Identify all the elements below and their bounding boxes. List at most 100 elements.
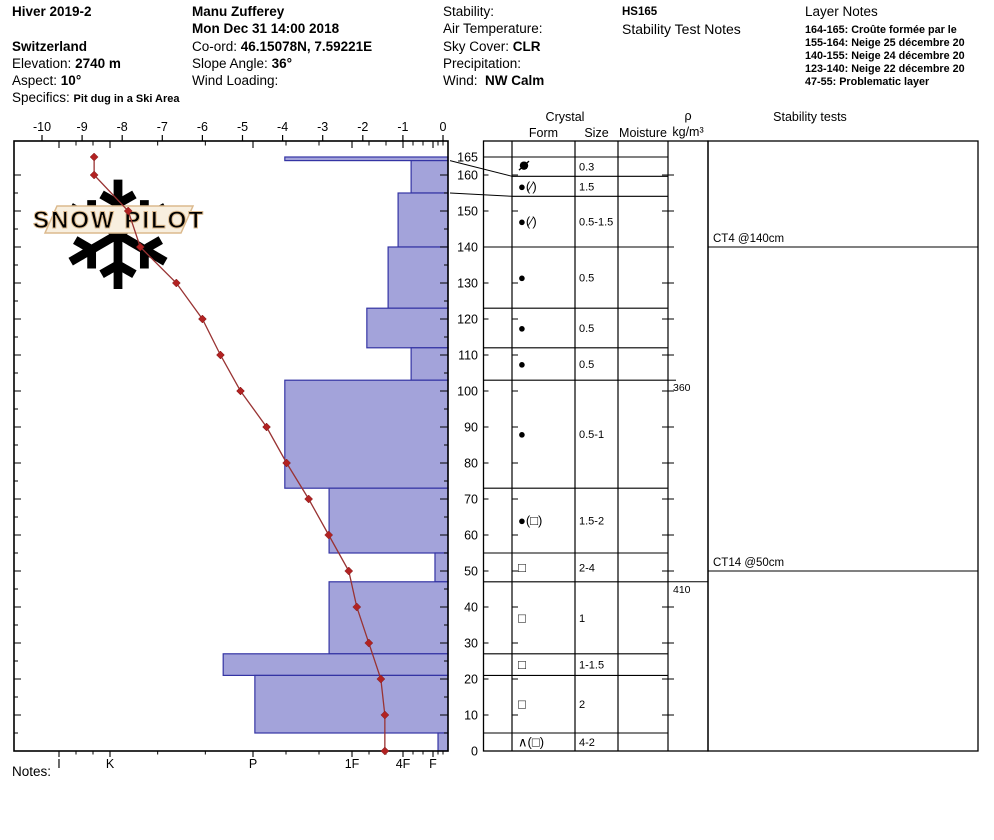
layer-notes-title: Layer Notes	[805, 4, 878, 19]
layer-note: 164-165: Croûte formée par le	[805, 24, 957, 36]
total-height: HS165	[622, 6, 658, 18]
snowpilot-watermark-snowflake: ❄	[55, 153, 181, 321]
hardness-axis-label: 1F	[345, 757, 360, 771]
pit-specifics: Specifics: Pit dug in a Ski Area	[12, 90, 180, 105]
depth-axis-label: 120	[457, 313, 478, 327]
depth-axis-label: 60	[464, 529, 478, 543]
layer-note: 140-155: Neige 24 décembre 20	[805, 50, 965, 62]
moisture-header: Moisture	[619, 126, 667, 140]
crystal-size: 0.3	[579, 162, 594, 174]
density-unit-header: kg/m³	[672, 125, 703, 139]
crystal-form-crust-slash	[518, 160, 530, 171]
layer-note: 155-164: Neige 25 décembre 20	[805, 37, 965, 49]
temperature-point	[262, 422, 271, 432]
temperature-point	[380, 746, 390, 756]
hardness-axis-label: F	[429, 757, 437, 771]
crystal-form: □	[518, 610, 526, 625]
snowpilot-watermark-text: SNOW PILOT	[33, 207, 205, 234]
crystal-size: 2-4	[579, 562, 595, 574]
density-header: ρ	[684, 109, 691, 123]
temp-axis-label: -4	[277, 120, 288, 134]
temperature-point	[89, 170, 99, 180]
depth-axis-label: 0	[471, 745, 478, 759]
crystal-form: ●	[518, 270, 526, 285]
temperature-point	[236, 386, 245, 396]
air-temperature-field: Air Temperature:	[443, 21, 543, 36]
plot-frame	[13, 140, 449, 752]
snow-layer-bar	[434, 552, 449, 583]
temperature-point	[123, 206, 133, 216]
stability-test-label: CT4 @140cm	[713, 233, 784, 245]
depth-axis-label: 40	[464, 601, 478, 615]
crystal-size: 4-2	[579, 737, 595, 749]
wind-field: Wind: NW Calm	[443, 73, 545, 88]
slope-angle: Slope Angle: 36°	[192, 56, 292, 71]
temp-axis-label: -8	[117, 120, 128, 134]
pit-elevation: Elevation: 2740 m	[12, 56, 121, 71]
crystal-size: 0.5	[579, 273, 594, 285]
temp-axis-label: -7	[157, 120, 168, 134]
temperature-point	[344, 566, 354, 576]
pit-title: Hiver 2019-2	[12, 4, 92, 19]
temp-axis-label: -6	[197, 120, 208, 134]
crystal-size: 0.5	[579, 323, 594, 335]
stability-test-label: CT14 @50cm	[713, 557, 784, 569]
crystal-size: 1.5	[579, 181, 594, 193]
temperature-point	[171, 278, 181, 288]
crystal-size: 1.5-2	[579, 516, 604, 528]
snowpilot-watermark-banner	[43, 205, 195, 234]
temperature-point	[198, 314, 207, 324]
precipitation-field: Precipitation:	[443, 56, 522, 71]
layer-note: 123-140: Neige 22 décembre 20	[805, 63, 965, 75]
form-header: Form	[529, 126, 558, 140]
depth-axis-label: 10	[464, 709, 478, 723]
temp-axis-label: -10	[33, 120, 51, 134]
temperature-point	[364, 638, 374, 648]
hardness-axis-label: P	[249, 757, 257, 771]
snow-layer-bar	[366, 307, 449, 349]
snow-layer-bar	[437, 732, 449, 752]
depth-axis-label: 100	[457, 385, 478, 399]
sky-cover-field: Sky Cover: CLR	[443, 39, 541, 54]
crystal-form: ●	[518, 357, 526, 372]
crystal-form: ∧(□)	[518, 735, 544, 750]
snow-layer-bar	[328, 487, 449, 554]
layer-note: 47-55: Problematic layer	[805, 76, 930, 88]
stability-tests-header: Stability tests	[773, 110, 847, 124]
pit-aspect: Aspect: 10°	[12, 73, 82, 88]
hardness-axis-label: K	[106, 757, 115, 771]
temperature-point	[135, 242, 145, 252]
stability-tests-box	[707, 140, 979, 752]
temperature-line	[93, 157, 386, 751]
crystal-form: □	[518, 697, 526, 712]
depth-axis-label: 130	[457, 277, 478, 291]
snow-layer-bar	[254, 674, 449, 734]
crystal-form: ●(∕)	[518, 179, 537, 194]
observer-name: Manu Zufferey	[192, 4, 285, 19]
observation-datetime: Mon Dec 31 14:00 2018	[192, 21, 340, 36]
snow-layer-bar	[387, 246, 449, 309]
notes-label: Notes:	[12, 764, 52, 779]
temp-axis-label: -9	[77, 120, 88, 134]
crystal-size: 0.5-1	[579, 429, 604, 441]
temp-axis-label: -1	[397, 120, 408, 134]
depth-axis-label: 70	[464, 493, 478, 507]
crystal-header: Crystal	[546, 110, 585, 124]
crystal-form: ●(□)	[518, 513, 542, 528]
temperature-point	[324, 530, 334, 540]
depth-axis-label: 80	[464, 457, 478, 471]
snow-layer-bar	[222, 653, 449, 676]
crystal-size: 1	[579, 613, 585, 625]
temp-axis-label: 0	[440, 120, 447, 134]
layer-connector-line	[449, 160, 513, 177]
temp-axis-label: -5	[237, 120, 248, 134]
hardness-axis-label: I	[57, 757, 60, 771]
temperature-point	[304, 494, 314, 504]
crystal-size: 1-1.5	[579, 660, 604, 672]
depth-axis-label: 160	[457, 169, 478, 183]
temperature-point	[376, 674, 386, 684]
coordinates: Co-ord: 46.15078N, 7.59221E	[192, 39, 373, 54]
crystal-form: □	[518, 657, 526, 672]
